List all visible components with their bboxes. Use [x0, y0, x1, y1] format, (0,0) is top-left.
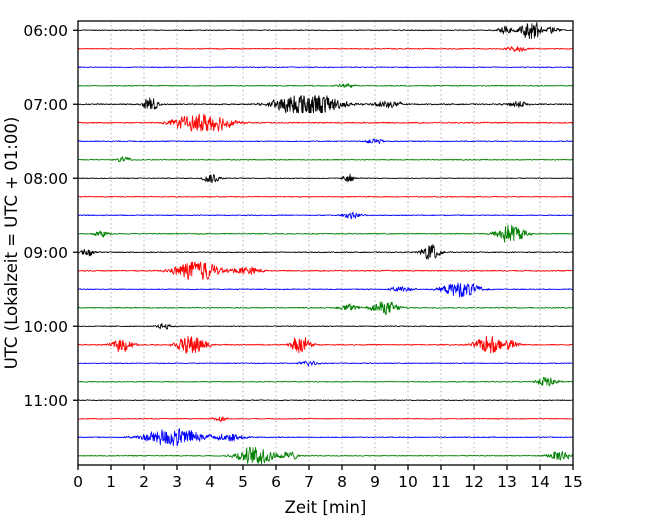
x-tick-label: 10 [398, 473, 418, 491]
plot-frame [77, 20, 574, 466]
y-tick-label: 06:00 [23, 22, 68, 40]
trace-0930 [77, 282, 574, 298]
trace-0815 [77, 195, 574, 198]
trace-0700 [77, 95, 574, 114]
x-tick-label: 9 [370, 473, 380, 491]
y-tick-label: 11:00 [23, 392, 68, 410]
y-axis-title: UTC (Lokalzeit = UTC + 01:00) [2, 117, 21, 370]
plot-background [78, 21, 573, 465]
trace-0645 [77, 83, 574, 88]
y-tick-label: 09:00 [23, 244, 68, 262]
x-tick-label: 2 [139, 473, 149, 491]
x-tick-label: 3 [172, 473, 182, 491]
trace-1130 [77, 428, 574, 447]
trace-0800 [77, 173, 574, 184]
grid-lines [110, 21, 541, 465]
y-tick-label: 08:00 [23, 170, 68, 188]
x-tick-label: 0 [73, 473, 83, 491]
trace-1000 [77, 322, 574, 330]
y-axis: 06:00 07:00 08:00 09:00 10:00 11:00 UTC (Lokal… [2, 22, 78, 410]
trace-0900 [77, 244, 574, 260]
y-tick-label: 07:00 [23, 96, 68, 114]
x-tick-label: 5 [238, 473, 248, 491]
trace-0615 [77, 46, 574, 53]
x-axis-title: Zeit [min] [285, 498, 367, 517]
trace-0630 [77, 66, 574, 69]
trace-0915 [77, 261, 574, 280]
trace-1045 [77, 376, 574, 387]
x-tick-label: 11 [431, 473, 451, 491]
x-tick-label: 6 [271, 473, 281, 491]
trace-1145 [77, 446, 574, 465]
trace-0830 [77, 211, 574, 220]
x-tick-label: 13 [497, 473, 517, 491]
x-tick-label: 8 [337, 473, 347, 491]
trace-0730 [77, 138, 574, 144]
trace-1015 [77, 335, 574, 354]
x-tick-label: 15 [563, 473, 583, 491]
trace-1115 [77, 416, 574, 423]
trace-1100 [77, 399, 574, 402]
trace-group [77, 21, 574, 465]
trace-0600 [77, 21, 574, 40]
x-tick-label: 7 [304, 473, 314, 491]
x-tick-label: 14 [530, 473, 550, 491]
x-tick-label: 4 [205, 473, 215, 491]
trace-1030 [77, 360, 574, 367]
x-tick-label: 12 [464, 473, 484, 491]
trace-0745 [77, 156, 574, 163]
trace-0945 [77, 301, 574, 316]
y-tick-label: 10:00 [23, 318, 68, 336]
x-tick-label: 1 [106, 473, 116, 491]
trace-0845 [77, 224, 574, 243]
trace-0715 [77, 113, 574, 132]
